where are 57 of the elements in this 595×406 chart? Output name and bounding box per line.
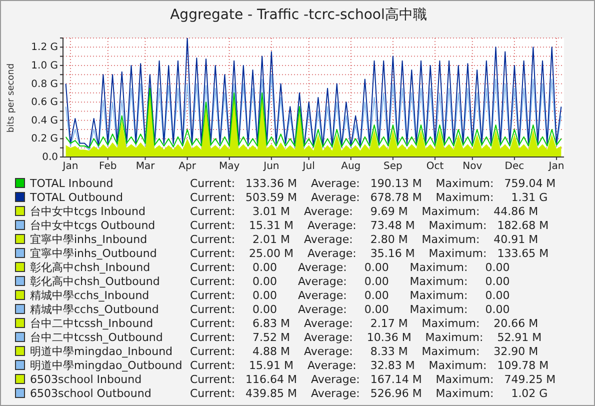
legend-label: 彰化高中chsh_Inbound [30,260,152,274]
y-tick-label: 1.0 G [31,60,58,72]
legend-label: 精城中學cchs_Inbound [30,288,150,302]
chart-title: Aggregate - Traffic -tcrc-school高中職 [169,6,428,24]
legend-label: 宜寧中學inhs_Inbound [30,232,148,246]
legend-label: 台中女中tcgs Outbound [30,218,156,232]
text: Current: 3.01 M Average: 9.69 M Maximum: 44.86 M [190,204,538,218]
line-series [65,38,562,148]
legend-label: 精城中學cchs_Outbound [30,302,160,316]
text: Current: 25.00 M Average: 35.16 M Maximum: 133.65 M [190,246,549,260]
y-tick-label: 0.6 G [31,97,58,108]
text: Current: 7.52 M Average: 10.36 M Maximum: 52.91 M [190,330,542,344]
legend-label: 宜寧中學inhs_Outbound [30,246,158,260]
line-series [65,88,562,148]
y-tick-label: 0.2 G [31,134,58,145]
legend-label: 6503school Inbound [30,372,143,386]
x-tick-label: Apr [178,161,197,172]
text: Current: 0.00 Average: 0.00 Maximum: 0.00 [190,302,510,316]
text: Current: 4.88 M Average: 8.33 M Maximum: 32.90 M [190,344,538,358]
legend-label: 6503school Outbound [30,386,152,400]
legend-label: 台中二中tcssh_Outbound [30,330,164,344]
x-tick-label: Jan [548,161,564,172]
x-tick-label: Mar [136,161,156,172]
x-tick-label: Jul [302,161,315,172]
text: Current: 0.00 Average: 0.00 Maximum: 0.00 [190,260,510,274]
text: Current: 15.31 M Average: 73.48 M Maximum: 182.68 M [190,218,549,232]
text: Current: 133.36 M Average: 190.13 M Maximum: 759.04 M [190,176,556,190]
text: Current: 6.83 M Average: 2.17 M Maximum: 20.66 M [190,316,538,330]
y-tick-label: 0.0 [42,152,58,163]
y-tick-label: 0.8 G [31,78,58,90]
text: Current: 2.01 M Average: 2.80 M Maximum: 40.91 M [190,232,538,246]
x-tick-label: Nov [462,161,482,172]
line-series [65,74,562,150]
x-tick-label: Jun [262,161,280,172]
text: Current: 0.00 Average: 0.00 Maximum: 0.00 [190,274,510,288]
x-tick-label: Feb [99,161,117,172]
text: Current: 503.59 M Average: 678.78 M Maximum: 1.31 G [190,190,548,204]
text: Current: 0.00 Average: 0.00 Maximum: 0.00 [190,288,510,302]
legend-label: 台中二中tcssh_Inbound [30,316,154,330]
x-tick-label: Dec [504,161,524,172]
y-tick-label: 1.2 G [31,42,58,54]
legend-label: TOTAL Outbound [30,190,124,204]
x-tick-label: Oct [426,161,444,172]
x-tick-label: Aug [341,161,361,172]
x-tick-label: Jan [62,161,78,172]
y-axis-title: bits per second [7,63,18,133]
legend-label: 彰化高中chsh_Outbound [30,274,161,288]
x-tick-label: Sep [384,161,402,172]
y-tick-label: 0.4 G [31,115,58,126]
legend-label: 明道中學mingdao_Outbound [30,358,184,372]
legend-label: 台中女中tcgs Inbound [30,204,146,218]
text: Current: 439.85 M Average: 526.96 M Maximum: 1.02 G [190,386,548,400]
text: Current: 116.64 M Average: 167.14 M Maximum: 749.25 M [190,372,556,386]
legend-label: 明道中學mingdao_Inbound [30,344,174,358]
text: Current: 15.91 M Average: 32.83 M Maximum: 109.78 M [190,358,549,372]
x-tick-label: May [219,161,240,172]
legend-label: TOTAL Inbound [30,176,114,190]
